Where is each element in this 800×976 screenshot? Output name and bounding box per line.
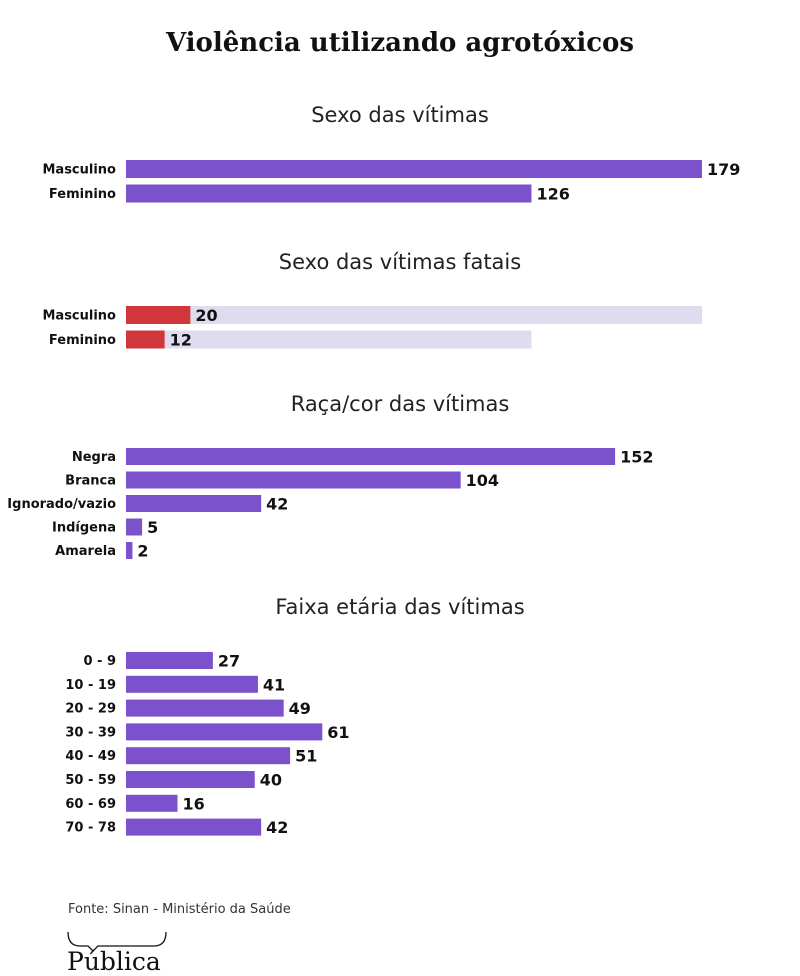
chart-sexo-vitimas-fatais: Masculino 20 Feminino 12 (42, 306, 702, 350)
bar-60-69 (126, 794, 178, 812)
category-label-60-69: 60 - 69 (65, 797, 116, 812)
value-label-branca: 104 (466, 471, 499, 490)
bar-amarela (126, 542, 133, 559)
category-label-10-19: 10 - 19 (65, 678, 116, 693)
page-title: Violência utilizando agrotóxicos (165, 28, 635, 58)
chart-title-raca: Raça/cor das vítimas (290, 392, 510, 416)
value-label-10-19: 41 (263, 675, 285, 694)
value-label-negra: 152 (620, 448, 653, 467)
category-label-branca: Branca (65, 474, 116, 489)
category-label-70-78: 70 - 78 (65, 821, 116, 836)
background-bar-masculino (126, 306, 702, 324)
bar-50-59 (126, 771, 255, 788)
chart-title-sexo: Sexo das vítimas (311, 103, 489, 127)
category-label-masculino: Masculino (42, 163, 116, 178)
value-label-50-59: 40 (260, 771, 282, 790)
category-label-50-59: 50 - 59 (65, 773, 116, 788)
bar-40-49 (126, 747, 291, 765)
chart-faixa-etaria: 0 - 9 27 10 - 19 41 20 - 29 49 30 - 39 61 40 - 4… (65, 652, 349, 838)
bar-10-19 (126, 675, 258, 693)
category-label-20-29: 20 - 29 (65, 702, 116, 717)
source-note: Fonte: Sinan - Ministério da Saúde (68, 902, 291, 917)
category-label-negra: Negra (72, 450, 116, 465)
value-label-70-78: 42 (266, 818, 288, 837)
category-label-feminino: Feminino (49, 333, 116, 348)
bar-indigena (126, 518, 143, 536)
bar-70-78 (126, 818, 262, 836)
value-label-indigena: 5 (147, 518, 158, 537)
value-label-30-39: 61 (327, 723, 349, 742)
value-label-masculino: 20 (195, 306, 217, 325)
bar-20-29 (126, 699, 284, 717)
chart-sexo-vitimas: Masculino 179 Feminino 126 (42, 160, 740, 204)
chart-title-sexo-fatais: Sexo das vítimas fatais (278, 250, 522, 274)
background-bar-feminino (126, 330, 532, 349)
category-label-40-49: 40 - 49 (65, 749, 116, 764)
value-label-20-29: 49 (289, 699, 311, 718)
value-label-0-9: 27 (218, 652, 240, 671)
category-label-ignorado-vazio: Ignorado/vazio (7, 497, 116, 512)
bar-masculino (126, 160, 702, 178)
category-label-masculino: Masculino (42, 309, 116, 324)
category-label-amarela: Amarela (55, 544, 116, 559)
bar-masculino (126, 306, 191, 324)
bar-0-9 (126, 652, 213, 669)
chart-title-faixa-etaria: Faixa etária das vítimas (275, 595, 525, 619)
value-label-masculino: 179 (707, 160, 740, 179)
value-label-feminino: 126 (536, 185, 569, 204)
value-label-amarela: 2 (137, 542, 148, 561)
value-label-ignorado-vazio: 42 (266, 495, 288, 514)
bar-negra (126, 448, 616, 465)
bar-feminino (126, 184, 532, 203)
category-label-0-9: 0 - 9 (83, 654, 116, 669)
publica-logo: Pública (66, 930, 176, 976)
category-label-feminino: Feminino (49, 187, 116, 202)
value-label-60-69: 16 (182, 794, 204, 813)
bar-30-39 (126, 723, 323, 741)
bar-branca (126, 471, 461, 489)
value-label-40-49: 51 (295, 747, 317, 766)
logo-text: Pública (67, 947, 161, 976)
chart-raca-cor: Negra 152 Branca 104 Ignorado/vazio 42 Indígen… (7, 448, 653, 561)
logo-bracket-icon (67, 931, 167, 952)
bar-feminino (126, 330, 165, 349)
value-label-feminino: 12 (170, 331, 192, 350)
category-label-indigena: Indígena (52, 521, 116, 536)
category-label-30-39: 30 - 39 (65, 725, 116, 740)
bar-ignorado-vazio (126, 495, 262, 512)
